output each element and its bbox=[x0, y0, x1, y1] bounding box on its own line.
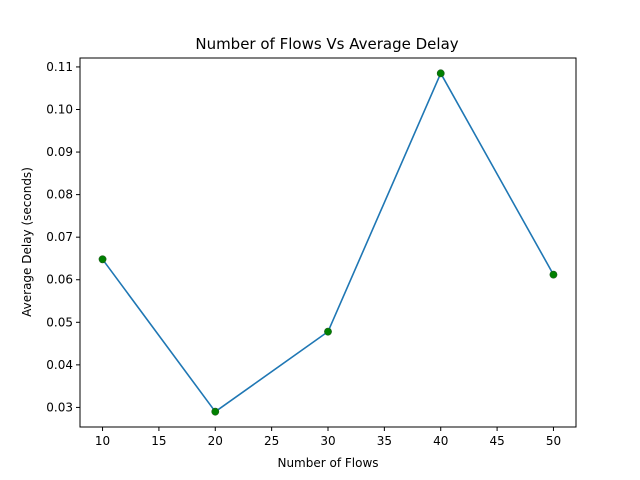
y-tick-label: 0.07 bbox=[46, 230, 73, 244]
y-tick-label: 0.11 bbox=[46, 60, 73, 74]
y-tick-label: 0.04 bbox=[46, 358, 73, 372]
y-tick-label: 0.03 bbox=[46, 400, 73, 414]
x-tick-label: 45 bbox=[489, 434, 504, 448]
data-point bbox=[324, 327, 332, 336]
y-axis-label: Average Delay (seconds) bbox=[20, 167, 34, 317]
x-tick-label: 35 bbox=[377, 434, 392, 448]
data-point bbox=[98, 255, 107, 264]
x-tick-label: 10 bbox=[95, 434, 110, 448]
plot-frame bbox=[79, 57, 577, 428]
x-tick-label: 15 bbox=[151, 434, 166, 448]
y-tick-label: 0.10 bbox=[46, 102, 73, 116]
x-tick-label: 30 bbox=[320, 434, 335, 448]
x-tick-label: 20 bbox=[208, 434, 223, 448]
x-tick-label: 25 bbox=[264, 434, 279, 448]
y-tick-label: 0.06 bbox=[46, 273, 73, 287]
data-point bbox=[436, 69, 445, 78]
y-tick-label: 0.09 bbox=[46, 145, 73, 159]
y-tick-label: 0.05 bbox=[46, 315, 73, 329]
data-point bbox=[549, 270, 558, 279]
chart-title: Number of Flows Vs Average Delay bbox=[195, 35, 458, 53]
y-tick-label: 0.08 bbox=[46, 188, 73, 202]
x-axis-label: Number of Flows bbox=[277, 456, 378, 470]
x-tick-label: 40 bbox=[433, 434, 448, 448]
series-line bbox=[101, 72, 555, 413]
x-tick-label: 50 bbox=[546, 434, 561, 448]
data-point bbox=[211, 407, 220, 416]
